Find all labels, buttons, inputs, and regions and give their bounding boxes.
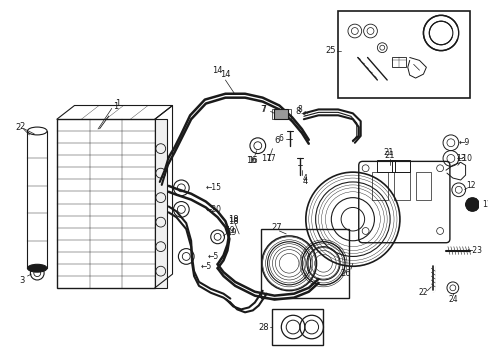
Text: 14: 14 — [212, 66, 223, 75]
Text: 27: 27 — [270, 222, 281, 231]
Text: 1: 1 — [100, 102, 118, 129]
Text: 21: 21 — [384, 151, 395, 160]
Bar — [372, 172, 387, 199]
Text: 19: 19 — [225, 229, 236, 238]
Bar — [391, 161, 409, 172]
Text: 17: 17 — [265, 154, 275, 163]
Bar — [338, 12, 468, 98]
Text: 18: 18 — [227, 217, 238, 226]
Bar — [271, 109, 290, 119]
Bar — [415, 172, 430, 199]
Bar — [393, 172, 409, 199]
Bar — [57, 119, 155, 288]
Text: 28: 28 — [258, 323, 268, 332]
Bar — [391, 58, 405, 67]
Text: 17: 17 — [261, 154, 271, 163]
Text: 8: 8 — [297, 105, 301, 114]
FancyBboxPatch shape — [358, 161, 449, 243]
Text: 6: 6 — [274, 136, 280, 145]
Text: 16: 16 — [247, 156, 257, 165]
Text: 2: 2 — [15, 122, 20, 131]
Text: 7: 7 — [261, 105, 266, 114]
Text: ←5: ←5 — [207, 252, 219, 261]
Text: 14: 14 — [220, 69, 230, 78]
Text: 26: 26 — [340, 269, 350, 278]
Polygon shape — [465, 199, 478, 211]
Text: 11: 11 — [468, 202, 475, 207]
Bar — [155, 119, 166, 288]
Text: ←10: ←10 — [456, 154, 471, 163]
Text: 19: 19 — [225, 226, 235, 235]
Text: 11: 11 — [482, 200, 488, 209]
Text: 18: 18 — [227, 215, 238, 224]
Text: 25: 25 — [325, 46, 335, 55]
Text: ←23: ←23 — [466, 246, 482, 255]
Bar — [272, 309, 323, 345]
Circle shape — [465, 198, 478, 211]
Bar — [274, 109, 287, 119]
Text: 22: 22 — [418, 288, 427, 297]
Text: ←9: ←9 — [458, 138, 469, 147]
Text: 2: 2 — [19, 122, 24, 131]
Bar — [260, 229, 348, 298]
Text: 24: 24 — [447, 295, 457, 304]
Text: 13: 13 — [455, 154, 465, 163]
Text: 4: 4 — [302, 174, 306, 183]
Text: ←20: ←20 — [205, 205, 222, 214]
Text: ←5: ←5 — [200, 262, 211, 271]
Text: 1: 1 — [115, 99, 120, 108]
Text: 3: 3 — [19, 276, 24, 285]
Text: 8: 8 — [295, 107, 300, 116]
Ellipse shape — [27, 264, 47, 272]
Text: 12: 12 — [465, 181, 474, 190]
Text: 4: 4 — [302, 177, 307, 186]
Bar — [377, 161, 394, 172]
Text: 6: 6 — [278, 134, 283, 143]
Text: 21: 21 — [382, 148, 393, 157]
Text: 7: 7 — [260, 105, 265, 114]
Text: 16: 16 — [245, 156, 256, 165]
Text: ←15: ←15 — [205, 183, 222, 192]
